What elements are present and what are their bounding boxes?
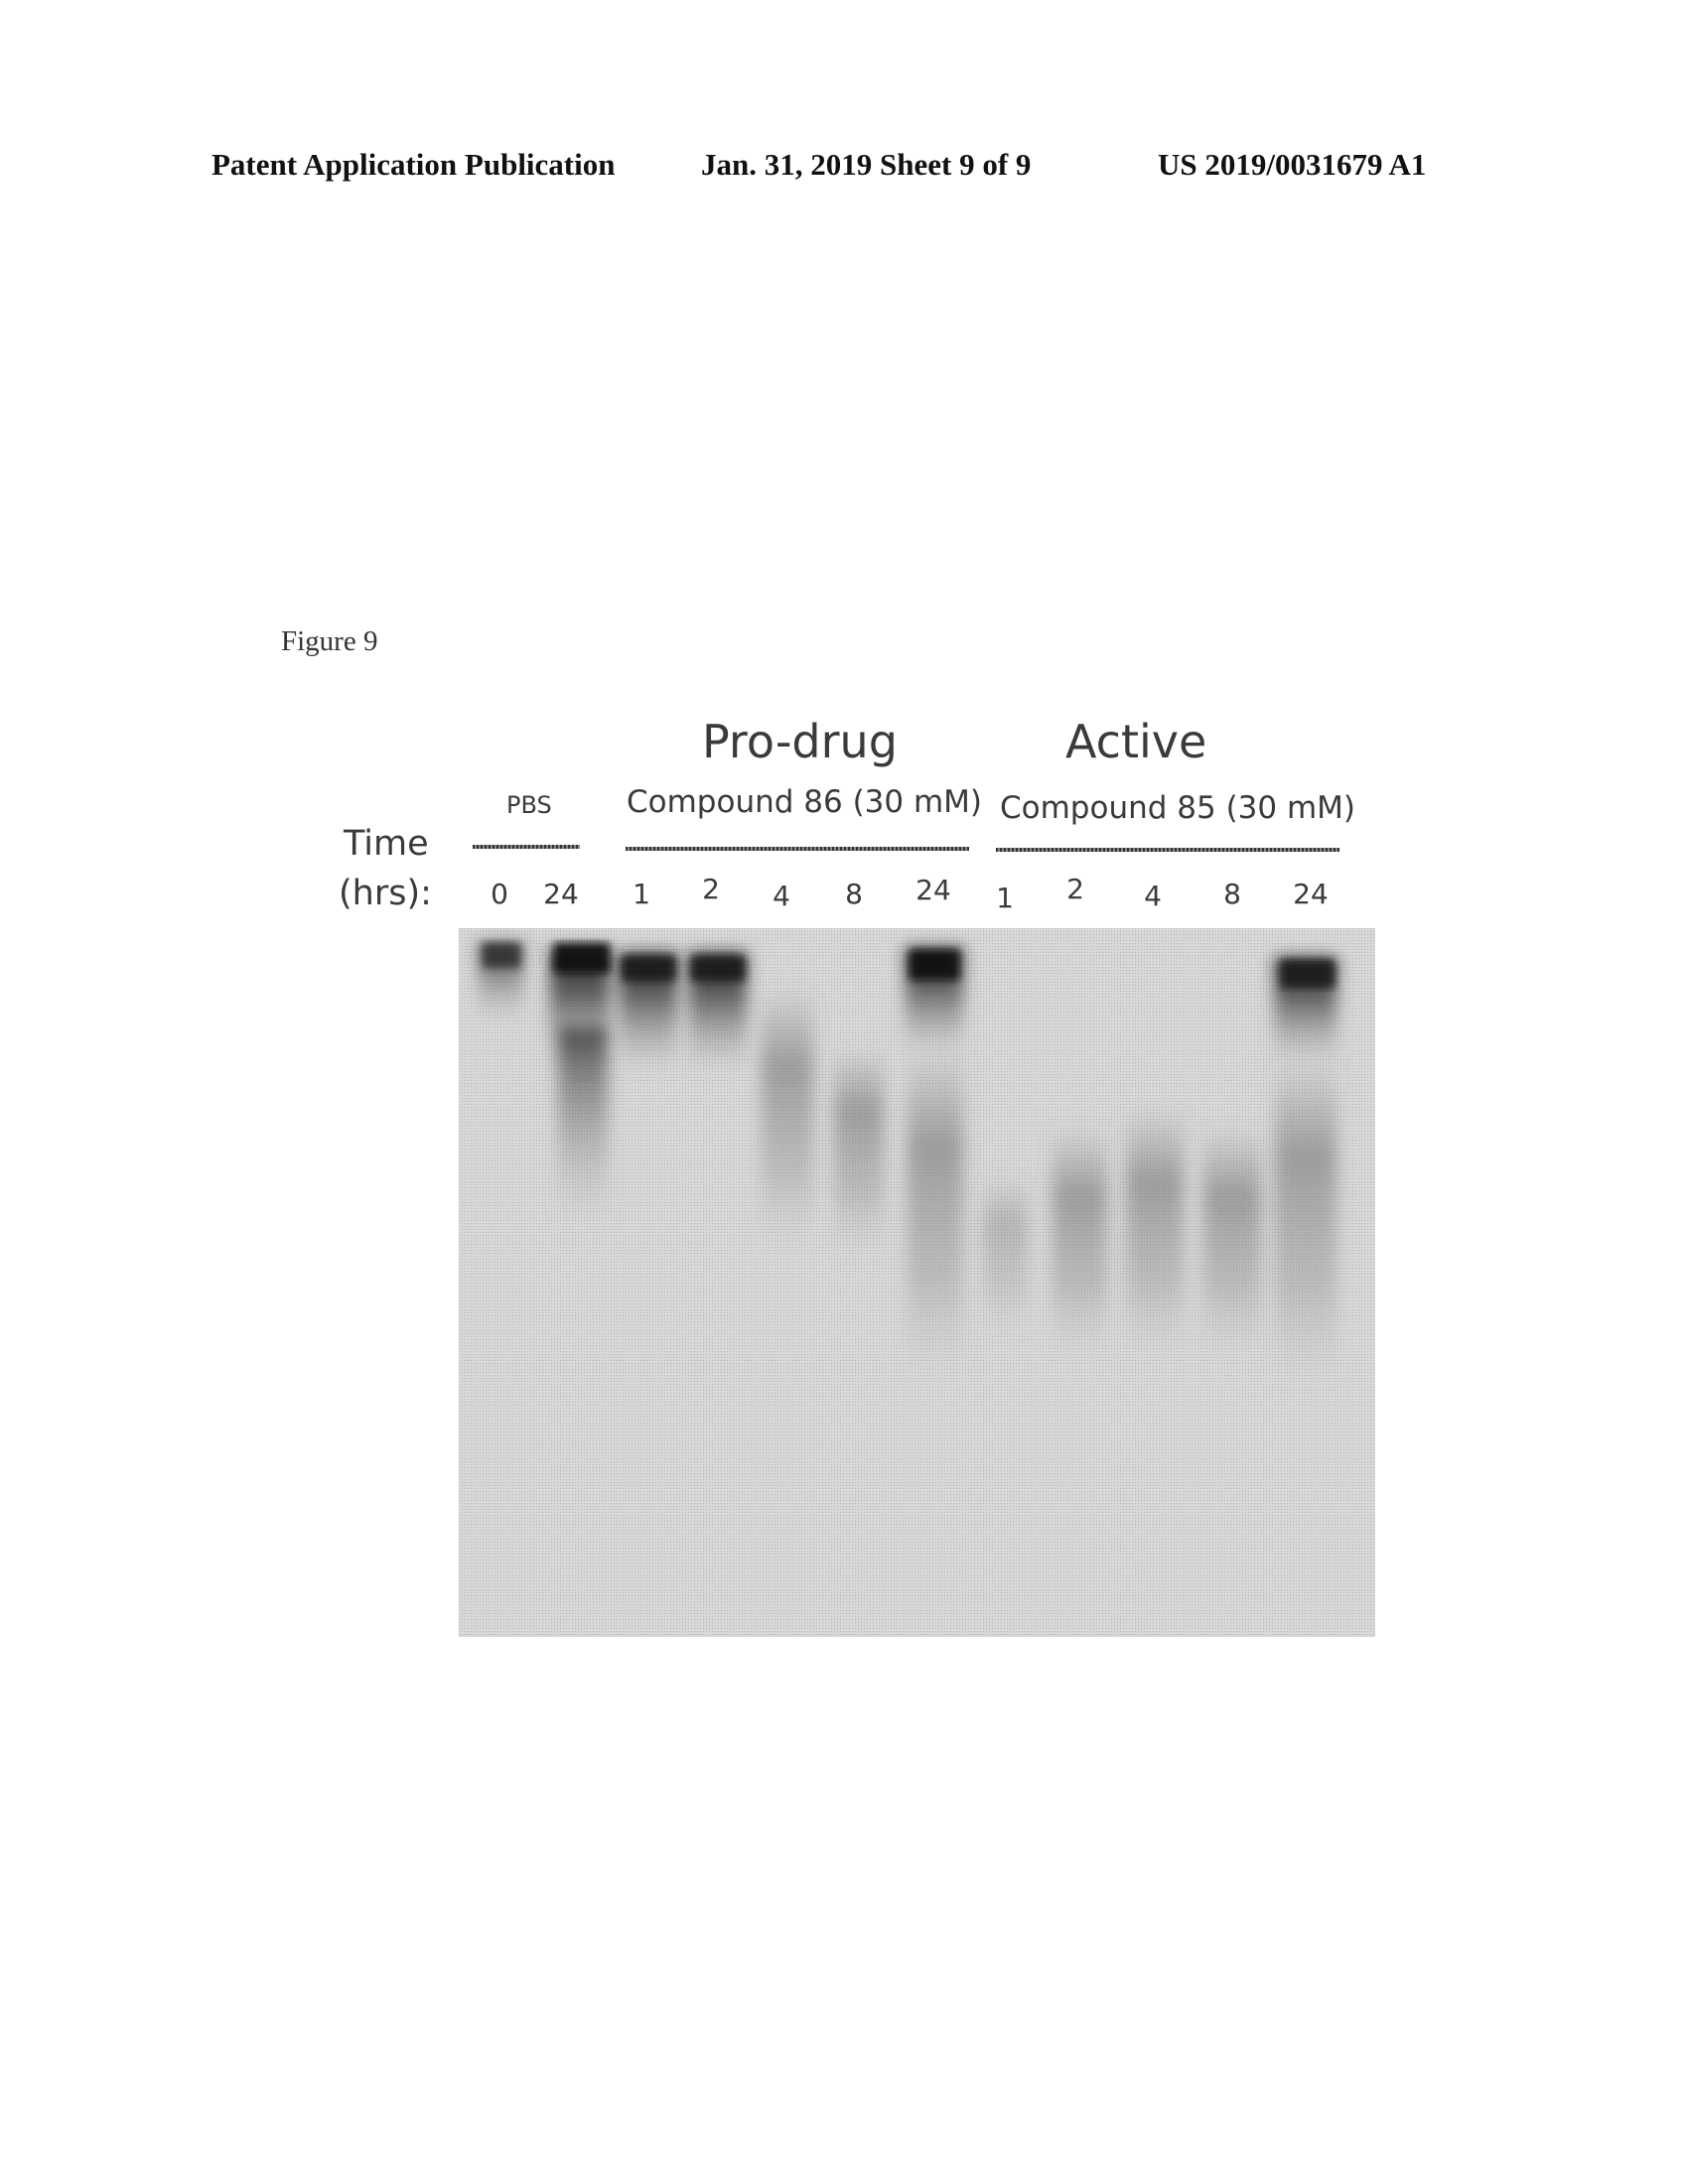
underline-pbs bbox=[473, 845, 580, 849]
lane-label: 4 bbox=[752, 880, 811, 912]
group-label-prodrug: Compound 86 (30 mM) bbox=[627, 784, 982, 820]
lane-label: 0 bbox=[470, 878, 529, 910]
publication-number: US 2019/0031679 A1 bbox=[1158, 147, 1426, 183]
underline-prodrug bbox=[626, 847, 969, 851]
lane-label: 2 bbox=[681, 873, 741, 905]
lane-label: 24 bbox=[904, 874, 963, 906]
underline-active bbox=[996, 848, 1339, 852]
gel-band bbox=[558, 1027, 608, 1226]
gel-band bbox=[1275, 1057, 1336, 1385]
publication-date-sheet: Jan. 31, 2019 Sheet 9 of 9 bbox=[701, 147, 1031, 183]
gel-image bbox=[459, 928, 1375, 1637]
lane-label: 2 bbox=[1046, 873, 1105, 905]
gel-well bbox=[622, 956, 675, 981]
axis-label-hrs: (hrs): bbox=[339, 874, 432, 913]
publication-type: Patent Application Publication bbox=[211, 147, 615, 183]
gel-band bbox=[1203, 1127, 1261, 1355]
group-label-pbs: PBS bbox=[506, 791, 552, 819]
lane-label: 1 bbox=[612, 878, 671, 910]
gel-well bbox=[483, 943, 520, 968]
gel-band bbox=[1053, 1127, 1107, 1355]
gel-well bbox=[554, 943, 610, 973]
axis-label-time: Time bbox=[344, 824, 429, 864]
lane-label: 24 bbox=[531, 878, 591, 910]
title-prodrug: Pro-drug bbox=[702, 715, 898, 768]
gel-well bbox=[691, 956, 745, 981]
lane-label: 24 bbox=[1281, 878, 1340, 910]
lane-label: 8 bbox=[1202, 878, 1262, 910]
gel-well bbox=[910, 950, 959, 980]
gel-band bbox=[983, 1176, 1028, 1335]
group-label-active: Compound 85 (30 mM) bbox=[1000, 790, 1355, 826]
gel-band bbox=[908, 1047, 963, 1375]
title-active: Active bbox=[1065, 715, 1206, 768]
gel-well bbox=[1281, 960, 1335, 988]
figure-label: Figure 9 bbox=[281, 625, 377, 658]
lane-label: 8 bbox=[824, 878, 884, 910]
lane-label: 1 bbox=[975, 882, 1035, 914]
lane-label: 4 bbox=[1123, 880, 1183, 912]
gel-band bbox=[834, 1047, 884, 1256]
gel-band bbox=[1126, 1107, 1184, 1355]
gel-band bbox=[762, 988, 813, 1246]
